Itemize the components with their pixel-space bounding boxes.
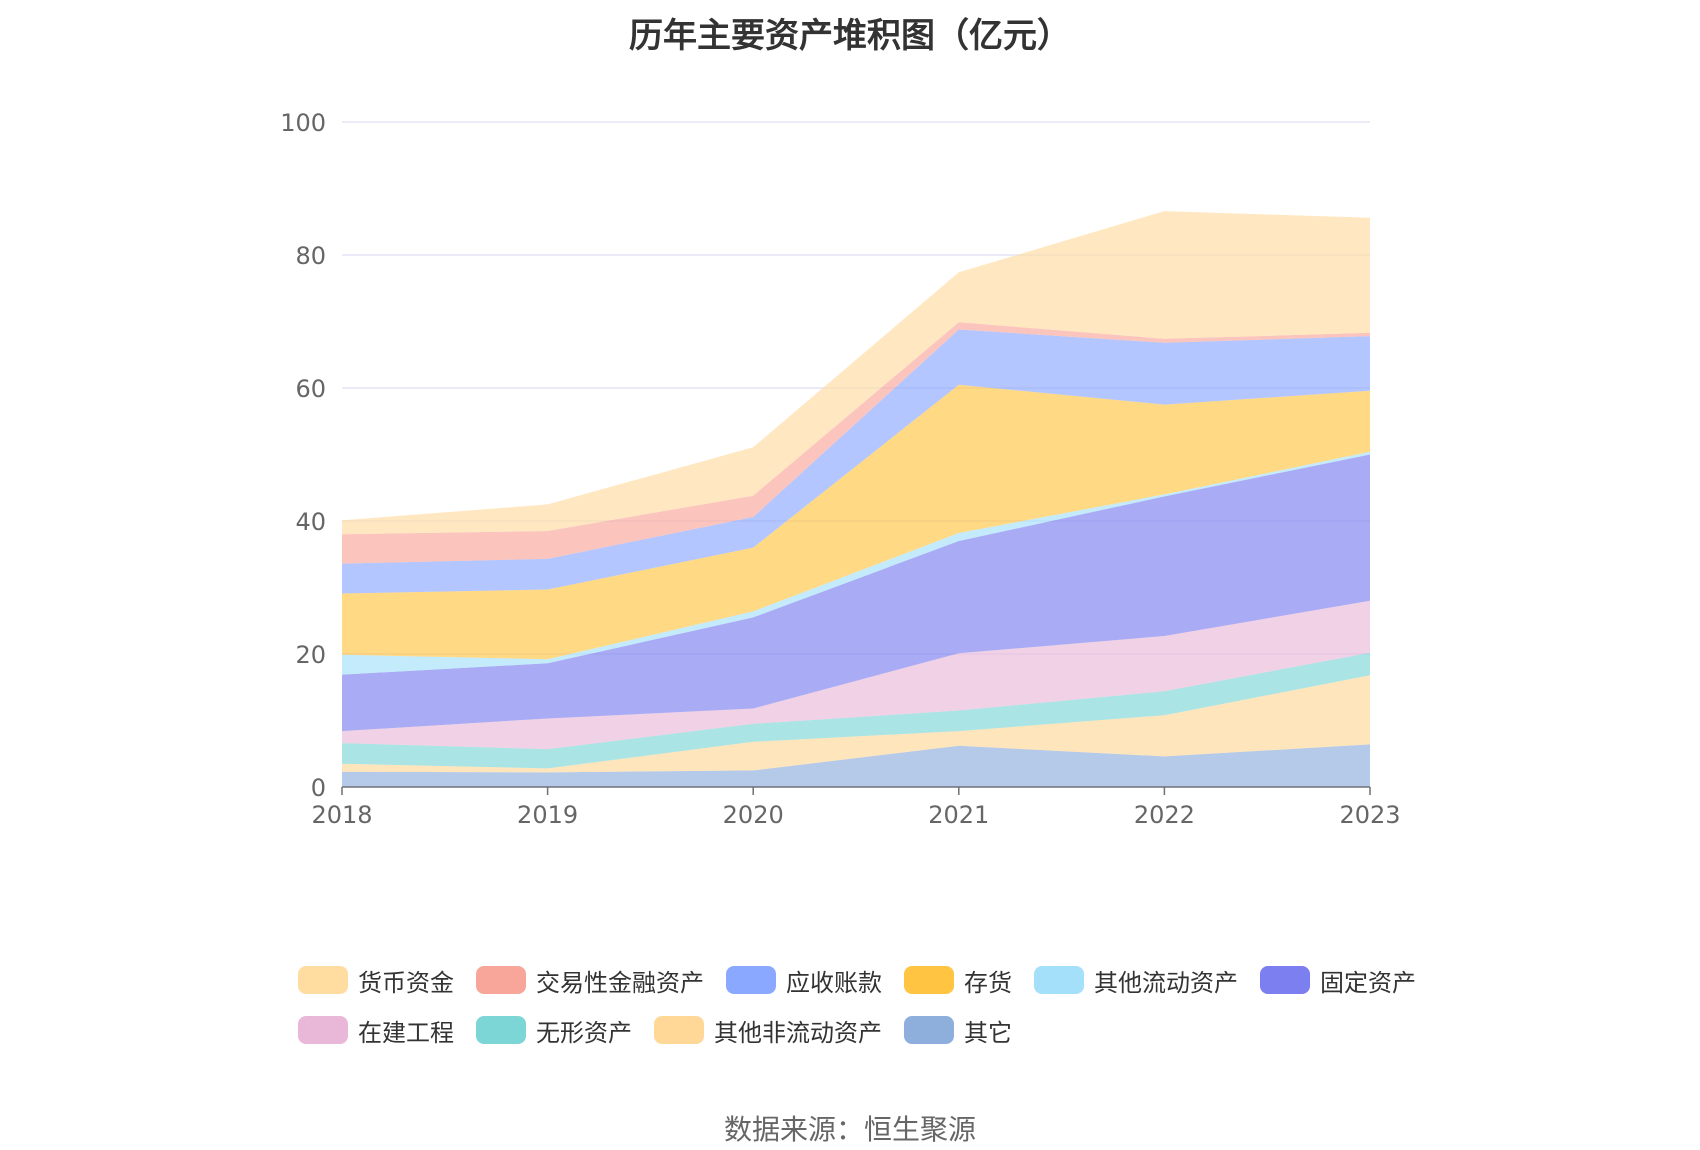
chart-legend: 货币资金 交易性金融资产 应收账款 存货 其他流动资产 固定资产 在建工程 [298,955,1498,1055]
y-tick-label: 60 [295,375,326,403]
legend-label: 交易性金融资产 [536,968,704,997]
y-tick-label: 0 [311,774,326,802]
legend-item-construction[interactable]: 在建工程 [298,1013,454,1048]
legend-label: 无形资产 [536,1018,632,1047]
area-series [342,322,1370,564]
legend-swatch [904,1016,954,1044]
legend-label: 固定资产 [1320,968,1416,997]
legend-swatch [476,1016,526,1044]
legend-swatch [904,966,954,994]
legend-label: 其他流动资产 [1094,968,1238,997]
x-tick-label: 2021 [928,801,989,829]
legend-swatch [1034,966,1084,994]
legend-swatch [654,1016,704,1044]
legend-row-1: 货币资金 交易性金融资产 应收账款 存货 其他流动资产 固定资产 [298,955,1498,1005]
legend-swatch [298,966,348,994]
y-tick-label: 80 [295,242,326,270]
area-series [342,454,1370,732]
area-series [342,384,1370,660]
legend-item-intangible[interactable]: 无形资产 [476,1013,632,1048]
legend-item-cash[interactable]: 货币资金 [298,963,454,998]
legend-label: 存货 [964,968,1012,997]
legend-item-others[interactable]: 其它 [904,1013,1012,1048]
legend-label: 在建工程 [358,1018,454,1047]
legend-row-2: 在建工程 无形资产 其他非流动资产 其它 [298,1005,1498,1055]
legend-label: 其他非流动资产 [714,1018,882,1047]
legend-item-receivables[interactable]: 应收账款 [726,963,882,998]
legend-item-other-noncurrent[interactable]: 其他非流动资产 [654,1013,882,1048]
area-series [342,652,1370,769]
legend-label: 货币资金 [358,968,454,997]
legend-item-other-current[interactable]: 其他流动资产 [1034,963,1238,998]
chart-title: 历年主要资产堆积图（亿元） [629,16,1071,56]
x-tick-label: 2019 [517,801,578,829]
area-series [342,211,1370,535]
legend-item-fixed-assets[interactable]: 固定资产 [1260,963,1416,998]
legend-item-trading-assets[interactable]: 交易性金融资产 [476,963,704,998]
area-series [342,600,1370,750]
y-tick-label: 20 [295,641,326,669]
area-series [342,744,1370,787]
x-tick-label: 2018 [311,801,372,829]
stacked-area-chart: 0 20 40 60 80 100 2018 2019 2020 2021 2022 2023 [280,109,1400,829]
legend-item-inventory[interactable]: 存货 [904,963,1012,998]
legend-swatch [726,966,776,994]
legend-swatch [476,966,526,994]
data-source: 数据来源：恒生聚源 [723,1113,976,1146]
area-series [342,451,1370,675]
area-series [342,675,1370,773]
x-tick-label: 2020 [723,801,784,829]
y-tick-label: 40 [295,508,326,536]
legend-swatch [1260,966,1310,994]
legend-label: 其它 [964,1018,1012,1047]
legend-swatch [298,1016,348,1044]
legend-label: 应收账款 [786,968,882,997]
y-tick-label: 100 [280,109,326,137]
x-tick-label: 2022 [1134,801,1195,829]
area-series [342,329,1370,594]
x-tick-label: 2023 [1339,801,1400,829]
